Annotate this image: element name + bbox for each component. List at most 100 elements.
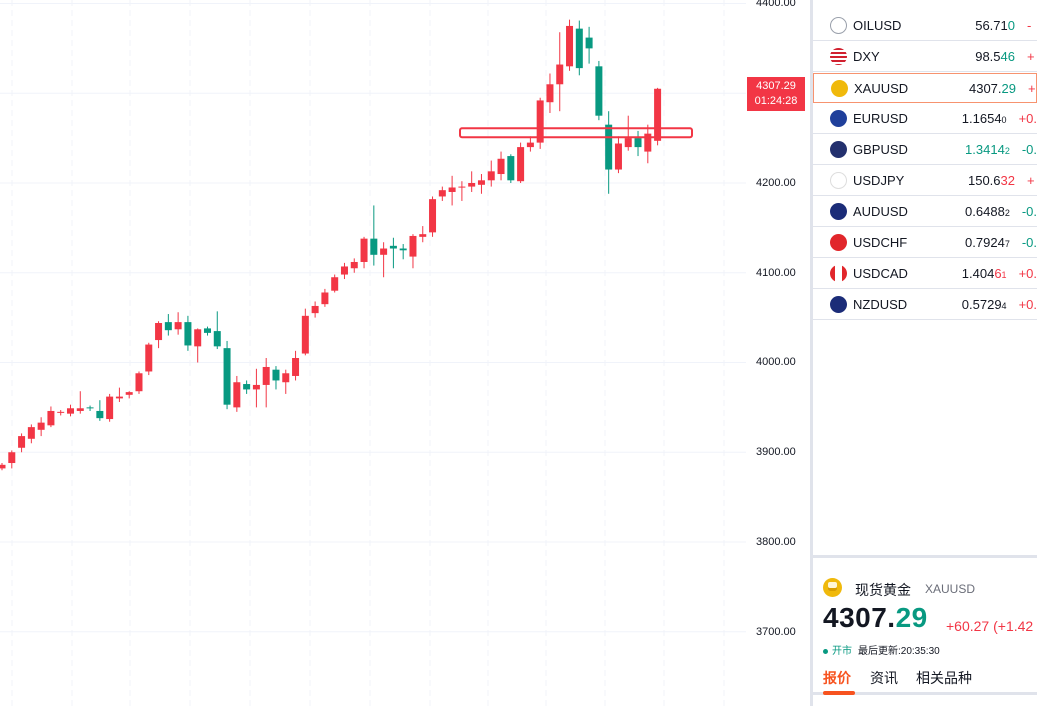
watchlist-change: -0. (1021, 235, 1037, 250)
crude-flag-icon (830, 17, 847, 34)
watchlist-symbol: OILUSD (853, 18, 902, 33)
watchlist-change: -0. (1021, 204, 1037, 219)
ch-flag-icon (830, 234, 847, 251)
current-price-value: 4307.29 (756, 80, 796, 92)
watchlist-symbol: DXY (853, 49, 880, 64)
market-open-label: 开市 (832, 646, 852, 657)
watchlist-row-xauusd[interactable]: XAUUSD 4307.29 + (813, 73, 1037, 103)
watchlist-row-usdcad[interactable]: USDCAD 1.40461 +0. (813, 259, 1037, 289)
candle-body (0, 464, 6, 469)
candle-body (174, 322, 182, 330)
watchlist-price: 1.16540 (938, 111, 1007, 126)
watchlist-price-pips: 2 (1004, 208, 1010, 218)
candle-body (350, 261, 358, 269)
watchlist-price: 0.64882 (940, 204, 1010, 219)
watchlist-row-usdjpy[interactable]: USDJPY 150.632 + (813, 166, 1037, 196)
nz-flag-icon (830, 296, 847, 313)
candle-body (223, 348, 231, 405)
watchlist-price-main: 1.1654 (961, 111, 1002, 126)
watchlist-symbol: USDCHF (853, 235, 908, 250)
watchlist-price: 1.34142 (940, 142, 1010, 157)
watchlist-row-audusd[interactable]: AUDUSD 0.64882 -0. (813, 197, 1037, 227)
gold-flag-icon (831, 79, 848, 97)
candle-body (292, 358, 300, 376)
watchlist-row-gbpusd[interactable]: GBPUSD 1.34142 -0. (813, 135, 1037, 165)
candle-body (125, 392, 133, 395)
candle-body (262, 366, 270, 385)
watchlist-row-eurusd[interactable]: EURUSD 1.16540 +0. (813, 104, 1037, 134)
watchlist-change: + (1027, 49, 1035, 64)
candle-body (380, 248, 388, 255)
price-axis-label-4100: 4100.00 (756, 267, 796, 279)
candle-body (203, 328, 211, 333)
candle-body (8, 452, 16, 464)
candle-body (340, 266, 348, 275)
detail-symbol-name: 现货黄金 (855, 582, 911, 598)
candle-body (477, 180, 485, 185)
price-axis-label-4000: 4000.00 (756, 356, 796, 368)
chart-canvas[interactable] (0, 0, 746, 706)
watchlist-row-usdchf[interactable]: USDCHF 0.79247 -0. (813, 228, 1037, 258)
price-axis[interactable]: 4400.00 4200.00 4100.00 4000.00 3900.00 … (746, 0, 810, 706)
au-flag-icon (830, 203, 847, 220)
watchlist-price-main: 1.404 (961, 266, 995, 281)
candle-body (18, 436, 26, 448)
candle-body (526, 142, 534, 148)
detail-price-integer: 4307. (823, 602, 896, 633)
candle-body (301, 315, 309, 354)
candle-body (360, 238, 368, 262)
candle-body (614, 143, 622, 170)
tab-related-symbols[interactable]: 相关品种 (916, 670, 972, 686)
candle-body (27, 427, 35, 439)
candle-body (654, 88, 662, 141)
watchlist-price-main: 4307. (968, 80, 1002, 96)
drawn-rectangle-annotation (459, 127, 693, 139)
watchlist-price-main: 0.5729 (961, 297, 1002, 312)
candle-body (135, 373, 143, 392)
candle-body (321, 292, 329, 305)
candle-body (311, 305, 319, 314)
candle-body (389, 245, 397, 249)
watchlist-row-nzdusd[interactable]: NZDUSD 0.57294 +0. (813, 290, 1037, 320)
watchlist-price-main: 98.5 (975, 49, 1001, 64)
candle-body (487, 171, 495, 181)
candlestick-chart[interactable] (0, 0, 746, 706)
price-axis-label-4200: 4200.00 (756, 177, 796, 189)
candle-body (438, 190, 446, 197)
uk-flag-icon (830, 141, 847, 158)
candle-body (243, 384, 251, 390)
candle-body (57, 411, 65, 413)
candle-body (194, 329, 202, 347)
candle-body (575, 28, 583, 69)
candle-body (409, 235, 417, 257)
candle-body (282, 373, 290, 383)
candle-body (145, 344, 153, 372)
candle-body (644, 133, 652, 152)
active-tab-indicator (823, 691, 855, 695)
watchlist-symbol: USDCAD (853, 266, 908, 281)
watchlist-price-pips: 7 (1004, 239, 1010, 249)
watchlist-row-oilusd[interactable]: OILUSD 56.710- (813, 11, 1037, 41)
price-axis-label-4400: 4400.00 (756, 0, 796, 9)
watchlist-symbol: XAUUSD (854, 80, 909, 96)
candle-body (252, 384, 260, 390)
candle-body (370, 238, 378, 255)
candle-body (184, 322, 192, 346)
detail-price-change: +60.27 (+1.42 (946, 618, 1034, 634)
watchlist-change: -0. (1021, 142, 1037, 157)
candle-body (331, 277, 339, 291)
tab-quote[interactable]: 报价 (823, 670, 851, 686)
watchlist-change: + (1027, 173, 1035, 188)
watchlist-price: 0.79247 (940, 235, 1010, 250)
watchlist-symbol: USDJPY (853, 173, 905, 188)
candle-body (106, 396, 114, 420)
bar-countdown: 01:24:28 (754, 95, 798, 107)
watchlist-price: 150.632 (943, 173, 1015, 188)
watchlist-price-pips: 0 (1001, 115, 1007, 125)
tab-news[interactable]: 资讯 (870, 670, 898, 686)
watchlist-price-pips: 2 (1004, 146, 1010, 156)
watchlist-symbol: AUDUSD (853, 204, 908, 219)
panel-divider[interactable] (810, 0, 813, 706)
watchlist-change: +0. (1018, 111, 1037, 126)
watchlist-row-dxy[interactable]: DXY 98.546 + (813, 42, 1037, 72)
